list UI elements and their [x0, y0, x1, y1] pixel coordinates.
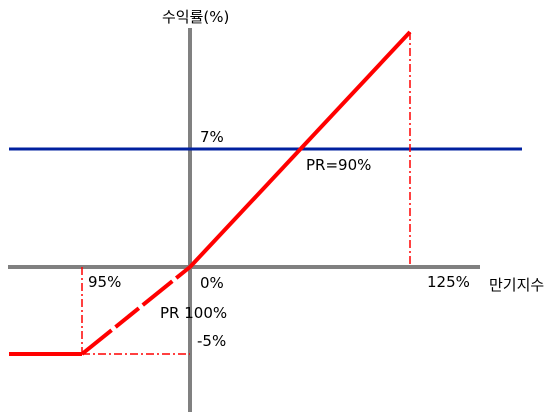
x-axis-label: 만기지수: [489, 276, 544, 294]
pr100-label: PR 100%: [160, 304, 227, 322]
payoff-pr90-segment: [188, 30, 412, 269]
cap-label: 7%: [200, 128, 224, 146]
y-axis-label: 수익률(%): [162, 8, 229, 26]
floor-label: -5%: [197, 332, 226, 350]
payoff-pr100-segment: [80, 265, 192, 356]
zero-label: 0%: [200, 274, 224, 292]
pr90-label: PR=90%: [306, 156, 371, 174]
pct95-label: 95%: [88, 273, 121, 291]
pct125-label: 125%: [427, 273, 470, 291]
